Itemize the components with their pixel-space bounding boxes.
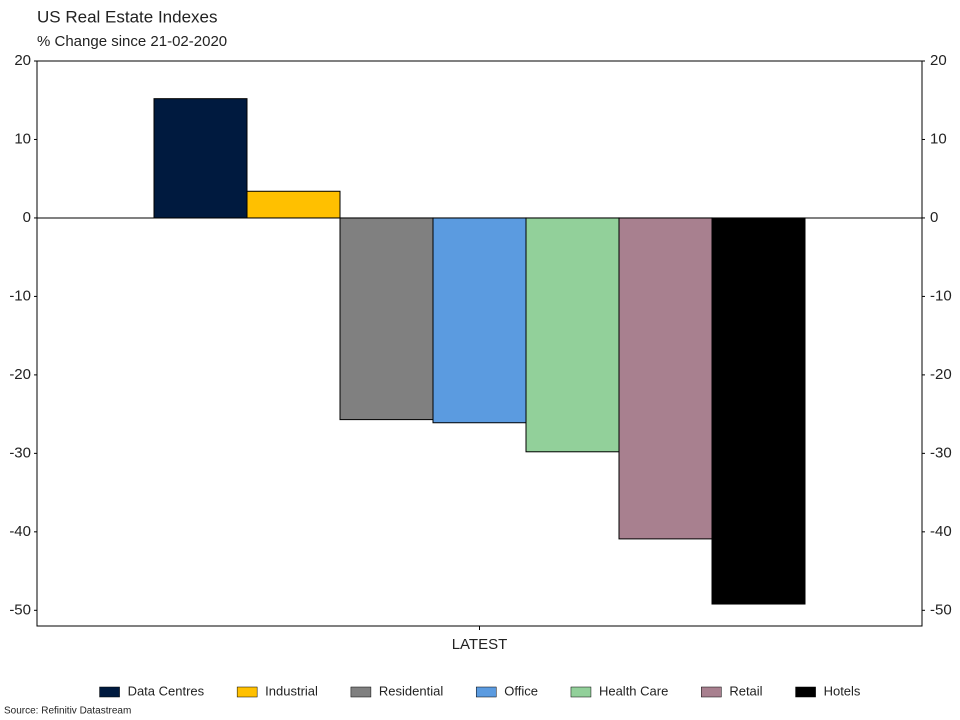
y2-tick-label: -30 [930, 444, 952, 461]
legend-label: Residential [379, 683, 443, 698]
legend-swatch [701, 686, 722, 698]
y2-tick-label: 10 [930, 130, 947, 147]
y2-tick-label: 20 [930, 52, 947, 69]
y2-tick-label: 0 [930, 209, 938, 226]
y2-tick-label: -20 [930, 366, 952, 383]
legend-swatch [795, 686, 816, 698]
bar [153, 98, 248, 219]
source: Source: Refinitiv Datastream [4, 706, 131, 717]
y-tick-label: 20 [14, 52, 31, 69]
y-tick-label: -40 [9, 523, 31, 540]
y2-tick-label: -10 [930, 287, 952, 304]
legend-swatch [570, 686, 592, 698]
y-tick-label: 10 [14, 130, 31, 147]
legend-label: Health Care [599, 683, 668, 698]
legend-label: Industrial [265, 683, 318, 698]
y-tick-label: -50 [9, 601, 31, 618]
legend-swatch [350, 686, 372, 698]
x-tick-label: LATEST [452, 636, 508, 653]
chart-title: US Real Estate Indexes [37, 7, 217, 26]
bar [525, 217, 620, 453]
bar [339, 217, 434, 421]
chart-subtitle: % Change since 21-02-2020 [37, 33, 227, 50]
y-tick-label: -20 [9, 366, 31, 383]
bar [246, 190, 341, 219]
y2-tick-label: -40 [930, 523, 952, 540]
bar [618, 217, 713, 540]
y-tick-label: -10 [9, 287, 31, 304]
legend-swatch [236, 686, 258, 698]
legend-swatch [475, 686, 497, 698]
legend-label: Data Centres [128, 683, 205, 698]
legend-swatch [99, 686, 120, 698]
legend-label: Hotels [824, 683, 861, 698]
legend-label: Office [504, 683, 538, 698]
y-tick-label: 0 [23, 209, 31, 226]
bar [432, 217, 527, 424]
bar [711, 217, 806, 605]
legend-label: Retail [729, 683, 762, 698]
y-tick-label: -30 [9, 444, 31, 461]
y2-tick-label: -50 [930, 601, 952, 618]
